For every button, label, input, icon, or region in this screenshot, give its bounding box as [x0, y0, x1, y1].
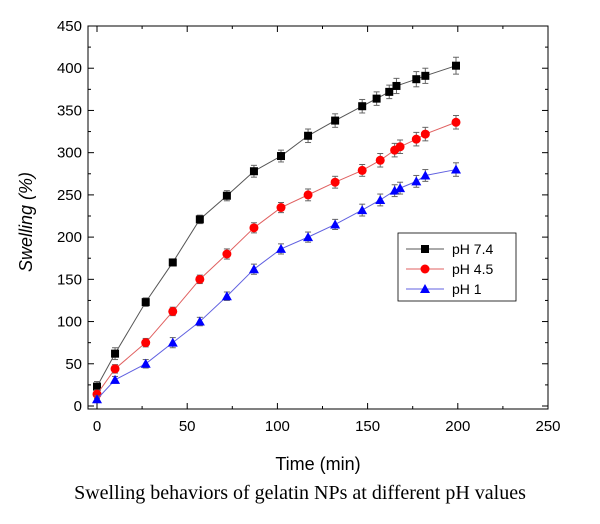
- x-tick-label: 50: [179, 418, 196, 435]
- data-point: [357, 205, 368, 215]
- plot-frame: [87, 25, 549, 410]
- data-point: [141, 338, 151, 348]
- data-point: [276, 243, 287, 253]
- data-point: [375, 194, 386, 204]
- data-point: [249, 223, 259, 233]
- legend-item: pH 1: [406, 281, 482, 297]
- legend-item: pH 4.5: [406, 261, 493, 277]
- data-point: [420, 129, 430, 139]
- y-tick-label: 300: [57, 145, 82, 162]
- data-point: [221, 291, 232, 301]
- legend-label: pH 7.4: [452, 241, 493, 257]
- legend: pH 7.4 pH 4.5 pH 1: [397, 232, 517, 302]
- data-point: [168, 258, 177, 267]
- x-tick-label: 100: [265, 418, 290, 435]
- data-point: [248, 264, 259, 274]
- y-tick-label: 250: [57, 187, 82, 204]
- legend-box: [397, 232, 517, 302]
- data-point: [92, 394, 102, 404]
- legend-label: pH 1: [452, 281, 482, 297]
- data-point: [451, 61, 460, 70]
- y-tick-label: 400: [57, 60, 82, 77]
- data-point: [222, 249, 232, 259]
- data-point: [389, 185, 400, 195]
- legend-item: pH 7.4: [406, 241, 493, 257]
- x-axis-title: Time (min): [275, 454, 360, 474]
- y-tick-label: 450: [57, 18, 82, 35]
- data-point: [450, 164, 461, 174]
- data-point: [304, 131, 313, 140]
- series-pH-1: [92, 162, 461, 404]
- data-point: [195, 274, 205, 284]
- data-point: [411, 134, 421, 144]
- data-point: [110, 364, 120, 374]
- data-point: [167, 337, 178, 347]
- y-tick-label: 200: [57, 229, 82, 246]
- series-pH-7_4: [93, 56, 460, 393]
- series-line: [96, 65, 457, 387]
- data-point: [412, 75, 421, 84]
- data-point: [222, 191, 231, 200]
- data-point: [451, 117, 461, 127]
- data-point: [111, 349, 120, 358]
- series-group: [92, 56, 461, 404]
- axes-ticks: 0 50 100 150 200 250 0 50 100 150 200 250 300 350 400 4…: [57, 18, 561, 435]
- data-point: [93, 382, 101, 391]
- data-point: [276, 203, 286, 213]
- data-point: [331, 116, 340, 125]
- y-tick-label: 100: [57, 314, 82, 331]
- data-point: [249, 167, 258, 176]
- data-point: [385, 87, 394, 96]
- y-tick-label: 350: [57, 102, 82, 119]
- data-point: [140, 358, 151, 368]
- data-point: [375, 155, 385, 165]
- data-point: [421, 71, 430, 80]
- x-tick-label: 150: [355, 418, 380, 435]
- data-point: [195, 215, 204, 224]
- legend-marker: [420, 284, 430, 293]
- data-point: [330, 219, 341, 229]
- data-point: [330, 177, 340, 187]
- y-tick-label: 0: [74, 398, 82, 415]
- x-tick-label: 200: [445, 418, 470, 435]
- x-tick-label: 250: [535, 418, 560, 435]
- data-point: [277, 152, 286, 161]
- swelling-chart: 0 50 100 150 200 250 0 50 100 150 200 250 300 350 400 4…: [16, 18, 561, 474]
- data-point: [168, 306, 178, 316]
- data-point: [420, 170, 431, 180]
- data-point: [395, 142, 405, 152]
- data-point: [141, 298, 150, 307]
- y-tick-label: 50: [65, 356, 82, 373]
- data-point: [303, 232, 314, 242]
- data-point: [372, 94, 381, 103]
- figure-caption: Swelling behaviors of gelatin NPs at dif…: [74, 482, 526, 504]
- data-point: [110, 374, 121, 384]
- y-tick-label: 150: [57, 271, 82, 288]
- legend-marker: [420, 264, 430, 274]
- legend-label: pH 4.5: [452, 261, 493, 277]
- data-point: [194, 316, 205, 326]
- y-axis-title: Swelling (%): [16, 172, 36, 272]
- data-point: [411, 176, 422, 186]
- data-point: [395, 183, 406, 193]
- data-point: [357, 165, 367, 175]
- data-point: [303, 190, 313, 200]
- data-point: [392, 81, 401, 90]
- data-point: [358, 102, 367, 111]
- legend-marker: [421, 245, 429, 253]
- x-tick-label: 0: [93, 418, 101, 435]
